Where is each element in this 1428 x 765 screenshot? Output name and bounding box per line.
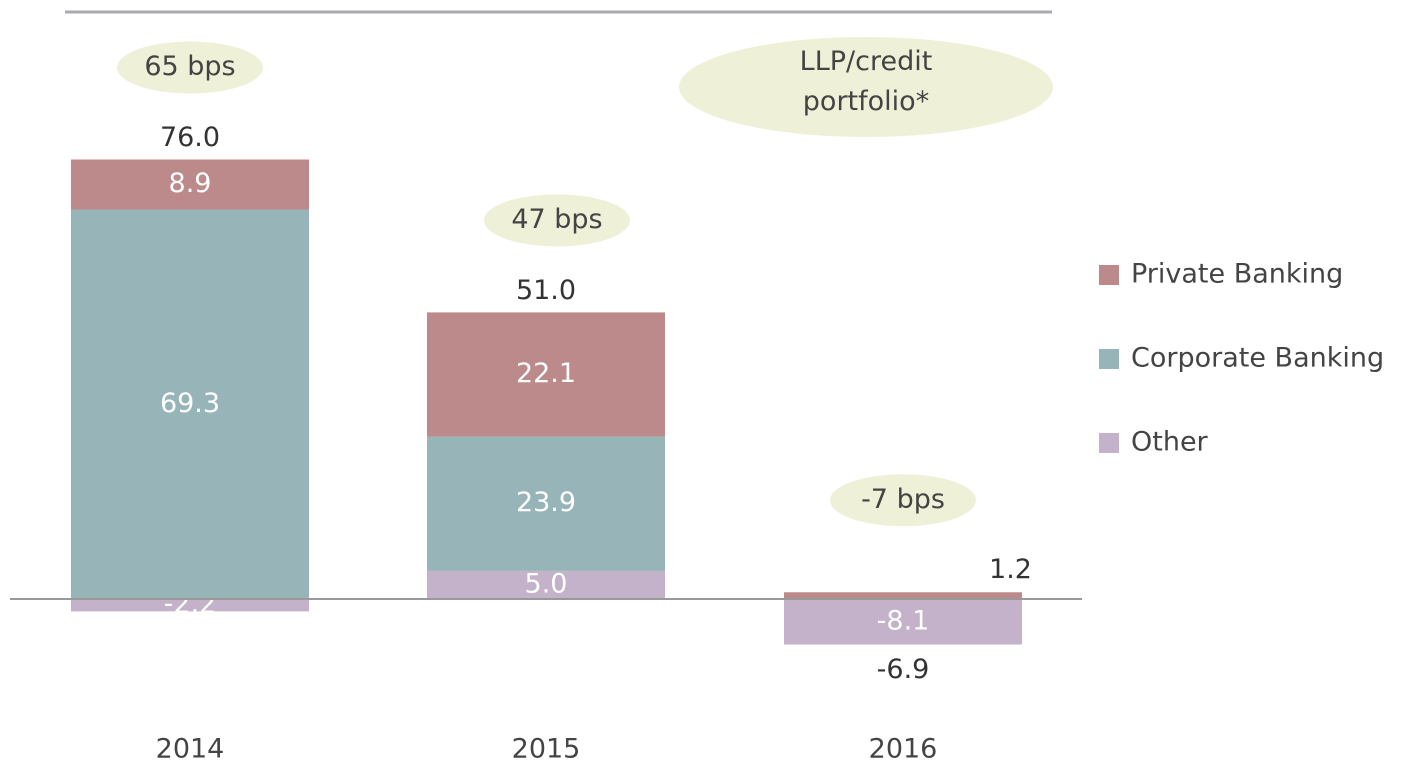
value-label: 69.3 xyxy=(160,388,220,419)
legend-swatch xyxy=(1099,433,1119,453)
bar-segment xyxy=(71,599,309,612)
legend-swatch xyxy=(1099,265,1119,285)
annotation-bubble xyxy=(484,194,630,247)
annotation: -7 bps xyxy=(861,484,945,515)
total-label: 51.0 xyxy=(516,275,576,306)
bar-segment xyxy=(427,312,665,437)
value-label: -8.1 xyxy=(877,605,930,636)
x-tick-label: 2014 xyxy=(156,734,225,765)
annotation: 65 bps xyxy=(144,51,235,82)
x-tick-label: 2015 xyxy=(512,734,581,765)
bar-segment xyxy=(71,159,309,210)
bar-segment xyxy=(427,436,665,571)
x-tick-label: 2016 xyxy=(869,734,938,765)
total-label: 76.0 xyxy=(160,122,220,153)
bar-segment xyxy=(784,592,1022,599)
value-label: 23.9 xyxy=(516,487,576,518)
total-label: -6.9 xyxy=(877,654,930,685)
bar-segment xyxy=(784,599,1022,645)
legend-label: Corporate Banking xyxy=(1131,343,1384,374)
annotation-bubble xyxy=(679,37,1053,137)
value-label: 22.1 xyxy=(516,358,576,389)
annotation: 47 bps xyxy=(511,204,602,235)
bar-segment xyxy=(427,570,665,599)
annotation-bubble xyxy=(117,41,263,94)
bar-segment xyxy=(71,209,309,599)
legend-label: Private Banking xyxy=(1131,259,1343,290)
annotation-bubble xyxy=(830,474,976,527)
value-label: 5.0 xyxy=(525,568,568,599)
value-label: 1.2 xyxy=(989,554,1032,585)
value-label: 8.9 xyxy=(169,168,212,199)
legend-swatch xyxy=(1099,349,1119,369)
annotation-title: LLP/credit portfolio* xyxy=(799,46,933,117)
legend-label: Other xyxy=(1131,427,1209,458)
